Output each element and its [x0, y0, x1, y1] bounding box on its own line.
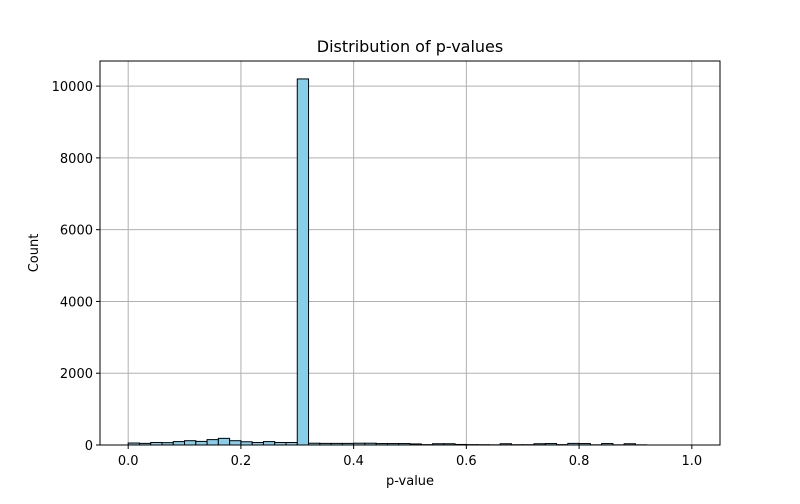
histogram-bar	[218, 438, 229, 445]
y-axis-label: Count	[27, 234, 42, 273]
grid-lines	[100, 61, 720, 445]
y-tick-label: 10000	[52, 80, 93, 95]
x-tick-label: 0.0	[118, 454, 139, 469]
chart-title: Distribution of p-values	[317, 37, 503, 56]
x-tick-label: 0.4	[343, 454, 364, 469]
histogram-bar	[230, 441, 241, 445]
y-tick-label: 0	[85, 439, 93, 454]
histogram-bar	[263, 442, 274, 445]
x-tick-label: 0.8	[569, 454, 590, 469]
histogram-bar	[185, 441, 196, 445]
x-axis-label: p-value	[386, 474, 434, 489]
axis-ticks: 0.0 0.2 0.4 0.6 0.8 1.0 0 2000 4000 6000 8000 10000	[52, 80, 703, 469]
x-tick-label: 1.0	[681, 454, 702, 469]
x-tick-label: 0.6	[456, 454, 477, 469]
histogram-bar	[196, 441, 207, 445]
y-tick-label: 2000	[60, 367, 93, 382]
axes-frame	[100, 61, 720, 445]
y-tick-label: 4000	[60, 295, 93, 310]
y-tick-label: 6000	[60, 224, 93, 239]
x-tick-label: 0.2	[231, 454, 252, 469]
histogram-bars	[128, 79, 647, 445]
y-tick-label: 8000	[60, 152, 93, 167]
histogram-bar	[297, 79, 308, 445]
histogram-bar	[173, 442, 184, 445]
histogram-bar	[207, 440, 218, 445]
